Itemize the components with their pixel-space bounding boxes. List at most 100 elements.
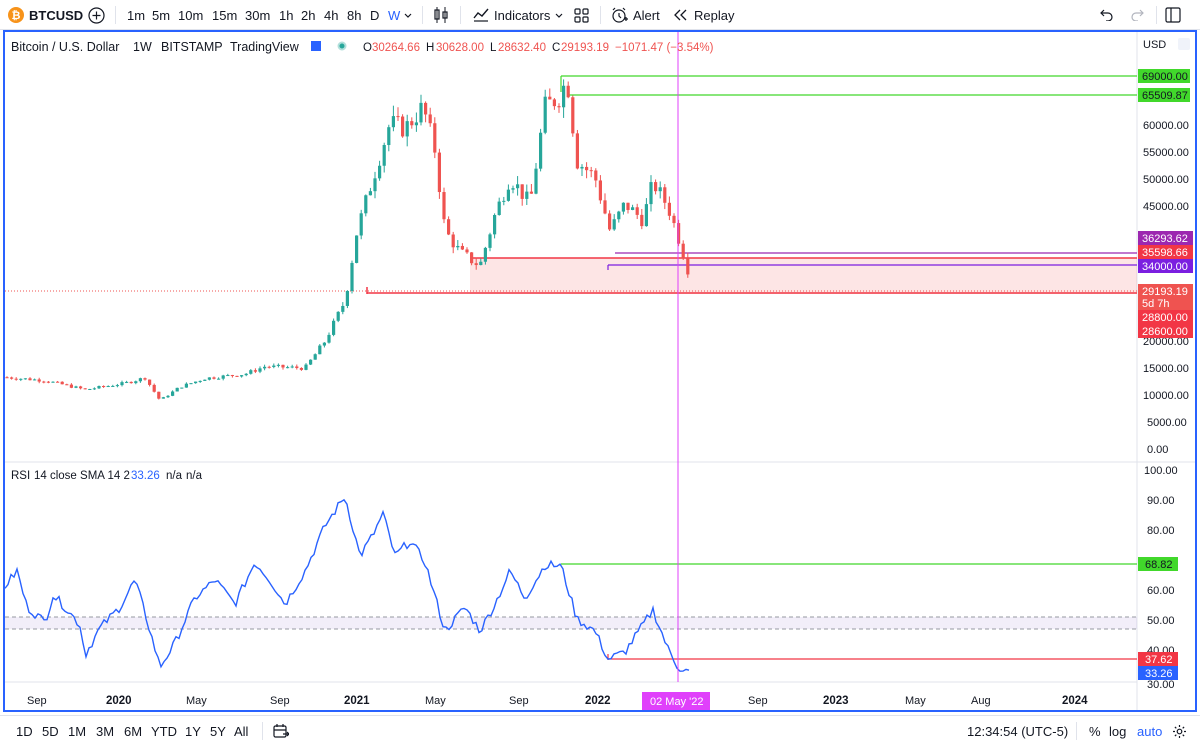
toolbar-divider <box>1076 722 1077 740</box>
interval-w[interactable]: W <box>388 7 401 23</box>
candle-body <box>640 214 644 227</box>
legend-close: 29193.19 <box>561 42 609 54</box>
goto-date-button[interactable] <box>273 716 289 746</box>
range-6m[interactable]: 6M <box>124 723 143 739</box>
candle-body <box>88 388 92 390</box>
axis-settings-icon[interactable] <box>1178 38 1190 50</box>
layout-panel-button[interactable] <box>1165 0 1181 30</box>
rewind-icon <box>674 9 687 21</box>
range-5y[interactable]: 5Y <box>210 723 226 739</box>
rsi-legend-name: RSI <box>11 470 30 482</box>
range-ytd[interactable]: YTD <box>151 723 177 739</box>
candle-body <box>129 381 133 384</box>
replay-button[interactable]: Replay <box>673 0 734 30</box>
candle-body <box>414 122 418 126</box>
interval-d[interactable]: D <box>370 7 380 23</box>
compare-symbol-button[interactable] <box>88 0 105 30</box>
candle-body <box>382 145 386 166</box>
candle-body <box>272 365 276 368</box>
time-label: Sep <box>27 695 47 707</box>
candle-body <box>594 170 598 181</box>
chart-canvas[interactable]: Bitcoin / U.S. Dollar 1W BITSTAMP Tradin… <box>5 32 1195 710</box>
candle-body <box>635 207 639 215</box>
support-zone-rectangle[interactable] <box>470 258 1137 294</box>
indicators-label: Indicators <box>494 7 551 23</box>
candle-body <box>350 262 354 291</box>
undo-button[interactable] <box>1100 0 1114 30</box>
interval-15m[interactable]: 15m <box>212 7 238 23</box>
interval-1h[interactable]: 1h <box>279 7 294 23</box>
redo-button[interactable] <box>1130 0 1144 30</box>
candle-body <box>603 200 607 214</box>
candle-body <box>368 191 372 196</box>
range-1m[interactable]: 1M <box>68 723 87 739</box>
rsi-tick: 50.00 <box>1147 615 1175 627</box>
interval-30m[interactable]: 30m <box>245 7 271 23</box>
interval-5m[interactable]: 5m <box>152 7 171 23</box>
price-label-35598: 35598.66 <box>1142 247 1188 259</box>
time-label: Sep <box>509 695 529 707</box>
range-1y[interactable]: 1Y <box>185 723 201 739</box>
price-axis[interactable]: USD 60000.00 55000.00 50000.00 45000.00 … <box>1138 38 1193 456</box>
price-label-36293: 36293.62 <box>1142 233 1188 245</box>
candle-body <box>180 387 184 389</box>
candle-body <box>465 249 469 253</box>
chart-type-button[interactable] <box>433 0 449 30</box>
chart-settings-button[interactable] <box>1172 716 1187 746</box>
candle-body <box>309 359 313 365</box>
price-tick: 0.00 <box>1147 444 1168 456</box>
price-tick: 45000.00 <box>1143 201 1189 213</box>
interval-2h[interactable]: 2h <box>301 7 316 23</box>
indicators-chevron-icon[interactable] <box>554 0 564 30</box>
price-label-last: 29193.19 <box>1142 286 1188 298</box>
candle-body <box>626 202 630 210</box>
price-label-34000: 34000.00 <box>1142 261 1188 273</box>
interval-8h[interactable]: 8h <box>347 7 362 23</box>
replay-label: Replay <box>694 7 735 23</box>
candle-body <box>125 381 129 383</box>
interval-dropdown-chevron-icon[interactable] <box>403 0 413 30</box>
svg-text:₿: ₿ <box>12 10 21 22</box>
interval-4h[interactable]: 4h <box>324 7 339 23</box>
alert-button[interactable]: Alert <box>611 0 660 30</box>
candle-body <box>65 384 69 386</box>
candle-body <box>497 201 501 215</box>
rsi-legend-value: 33.26 <box>131 470 160 482</box>
time-axis[interactable]: Sep 2020 May Sep 2021 May Sep 2022 Sep 2… <box>27 692 1088 710</box>
candle-body <box>562 85 566 108</box>
indicators-button[interactable]: Indicators <box>473 0 550 30</box>
auto-scale-toggle[interactable]: auto <box>1137 723 1163 739</box>
candle-body <box>557 106 561 108</box>
candle-body <box>295 366 299 369</box>
layouts-button[interactable] <box>574 0 589 30</box>
candle-body <box>299 368 303 370</box>
candle-body <box>442 192 446 220</box>
symbol-search-button[interactable]: ₿ BTCUSD <box>8 0 83 30</box>
range-1d[interactable]: 1D <box>16 723 33 739</box>
clock-label[interactable]: 12:34:54 (UTC-5) <box>967 723 1069 739</box>
range-all[interactable]: All <box>234 723 249 739</box>
interval-1m[interactable]: 1m <box>127 7 146 23</box>
log-scale-toggle[interactable]: log <box>1109 723 1127 739</box>
candle-body <box>83 388 87 390</box>
flag-icon[interactable] <box>311 41 321 51</box>
candle-body <box>516 184 520 189</box>
time-label: May <box>186 695 207 707</box>
price-tick: 15000.00 <box>1143 363 1189 375</box>
grid-layout-icon <box>574 7 589 23</box>
range-3m[interactable]: 3M <box>96 723 115 739</box>
candle-body <box>33 379 37 381</box>
candle-body <box>171 391 175 396</box>
time-label: Aug <box>971 695 991 707</box>
alert-label: Alert <box>633 7 660 23</box>
candle-body <box>318 345 322 355</box>
time-label: 2021 <box>344 695 370 707</box>
interval-10m[interactable]: 10m <box>178 7 204 23</box>
candle-body <box>631 207 635 210</box>
range-5d[interactable]: 5D <box>42 723 59 739</box>
chart-area[interactable]: Bitcoin / U.S. Dollar 1W BITSTAMP Tradin… <box>3 30 1197 712</box>
candle-body <box>56 381 60 383</box>
percent-scale-toggle[interactable]: % <box>1089 723 1101 739</box>
price-label-28600: 28600.00 <box>1142 326 1188 338</box>
rsi-axis[interactable]: 100.00 90.00 80.00 60.00 50.00 40.00 30.… <box>1138 465 1178 691</box>
